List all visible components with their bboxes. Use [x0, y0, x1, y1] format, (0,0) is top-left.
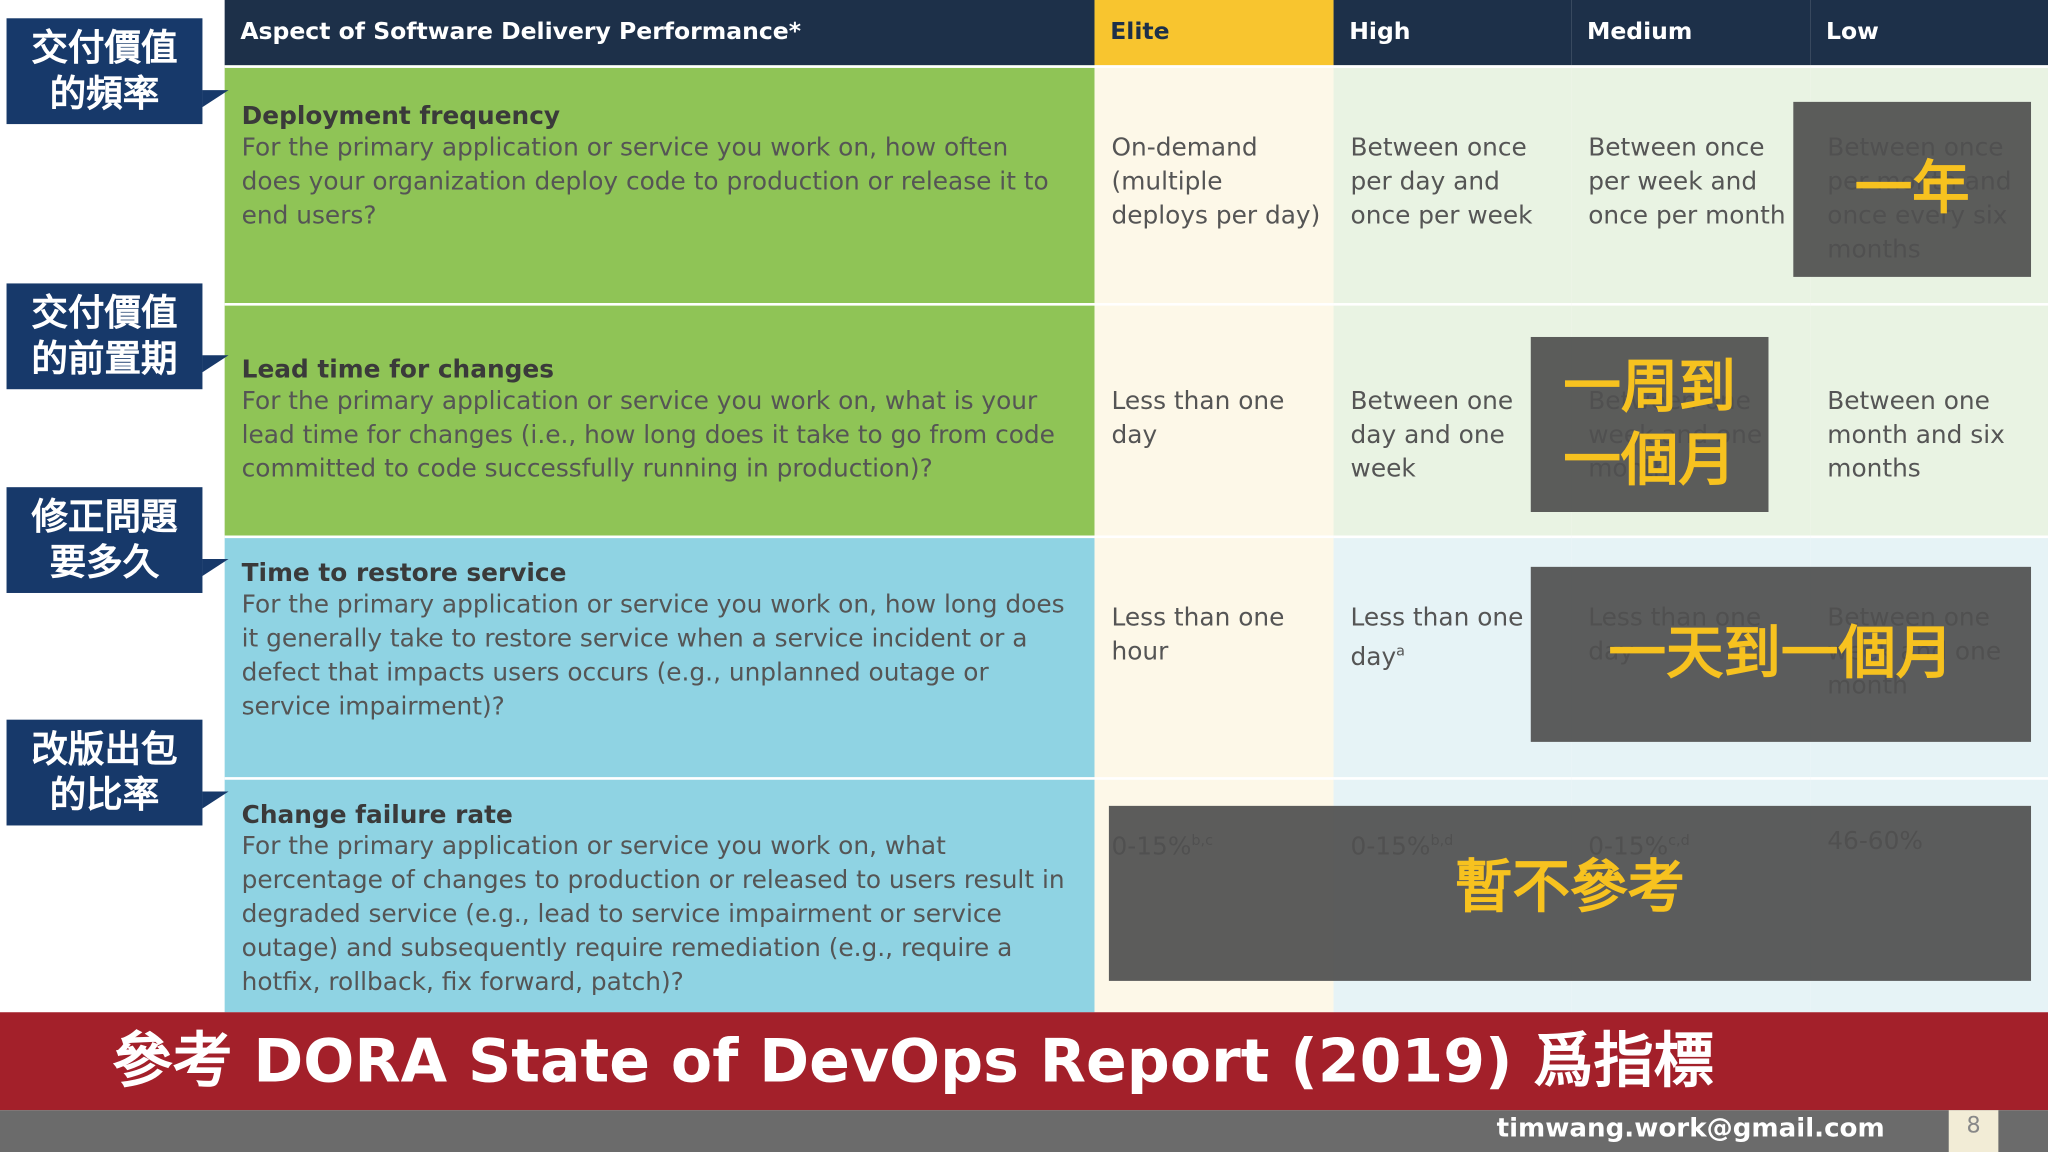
overlay-note: 暫不參考 — [1108, 805, 2032, 981]
row-description: For the primary application or service y… — [241, 133, 1049, 230]
row-aspect: Time to restore service For the primary a… — [224, 535, 1095, 778]
cell-superscript: a — [1396, 642, 1405, 660]
footer-bar: timwang.work@gmail.com 8 — [0, 1110, 2048, 1152]
row-title: Lead time for changes — [241, 355, 555, 384]
side-label-line: 修正問題 — [31, 495, 178, 539]
side-label-line: 的頻率 — [49, 71, 160, 115]
table-cell: Less than one day — [1094, 303, 1334, 536]
row-title: Deployment frequency — [241, 101, 561, 131]
table-cell: Less than one hour — [1094, 535, 1334, 778]
side-label-line: 的前置期 — [31, 336, 178, 381]
footer-email: timwang.work@gmail.com — [1496, 1111, 1885, 1143]
row-description: For the primary application or service y… — [241, 386, 1055, 484]
table-cell: Between once per day and once per week — [1333, 65, 1572, 304]
page-number: 8 — [1948, 1110, 1999, 1152]
cell-text: Less than one day — [1111, 386, 1285, 450]
label-arrow — [202, 791, 229, 809]
overlay-line: 一個月 — [1563, 427, 1736, 494]
table-cell: On-demand (multiple deploys per day) — [1094, 65, 1334, 304]
cell-text: Between one day and one week — [1350, 386, 1514, 484]
side-label-line: 交付價值 — [31, 26, 178, 70]
cell-text: Between once per day and once per week — [1350, 133, 1533, 230]
row-description: For the primary application or service y… — [241, 590, 1065, 721]
overlay-line: 暫不參考 — [1455, 854, 1685, 921]
overlay-line: 一周到 — [1563, 353, 1736, 421]
overlay-note: 一天到一個月 — [1530, 566, 2032, 742]
overlay-line: 一天到一個月 — [1608, 620, 1954, 688]
side-label: 改版出包 的比率 — [6, 719, 203, 826]
table-header-cell: High — [1333, 0, 1572, 66]
overlay-note: 一周到 一個月 — [1530, 336, 1769, 512]
cell-text: On-demand (multiple deploys per day) — [1111, 133, 1321, 230]
table-header-cell: Elite — [1094, 0, 1334, 66]
row-description: For the primary application or service y… — [241, 831, 1065, 997]
cell-text: Less than one day — [1350, 603, 1524, 672]
cell-text: Less than one hour — [1111, 603, 1285, 667]
banner: 參考 DORA State of DevOps Report (2019) 爲指… — [0, 1012, 2048, 1111]
row-title: Time to restore service — [241, 559, 567, 588]
row-aspect: Deployment frequency For the primary appl… — [224, 65, 1095, 304]
side-label: 交付價值 的前置期 — [6, 283, 203, 390]
label-arrow — [202, 90, 229, 108]
table-cell: Between one month and six months — [1810, 303, 2048, 536]
cell-text: Between one month and six months — [1827, 386, 2005, 484]
side-label-line: 要多久 — [49, 540, 160, 584]
side-label: 交付價值 的頻率 — [6, 18, 203, 125]
side-label-line: 改版出包 — [31, 727, 178, 771]
table-header-cell: Low — [1810, 0, 2048, 66]
overlay-line: 一年 — [1854, 155, 1970, 223]
side-label: 修正問題 要多久 — [6, 487, 203, 593]
table-cell: Between once per week and once per month — [1571, 65, 1811, 304]
row-title: Change failure rate — [241, 800, 513, 830]
table-header-cell: Aspect of Software Delivery Performance* — [224, 0, 1095, 66]
row-aspect: Change failure rate For the primary appli… — [224, 777, 1095, 1013]
table-header-cell: Medium — [1571, 0, 1811, 66]
side-label-line: 的比率 — [49, 773, 160, 817]
label-arrow — [202, 355, 229, 373]
label-arrow — [202, 559, 229, 576]
row-aspect: Lead time for changes For the primary app… — [224, 303, 1095, 536]
cell-text: Between once per week and once per month — [1588, 133, 1786, 230]
overlay-note: 一年 — [1793, 101, 2032, 277]
side-label-line: 交付價值 — [31, 291, 178, 335]
